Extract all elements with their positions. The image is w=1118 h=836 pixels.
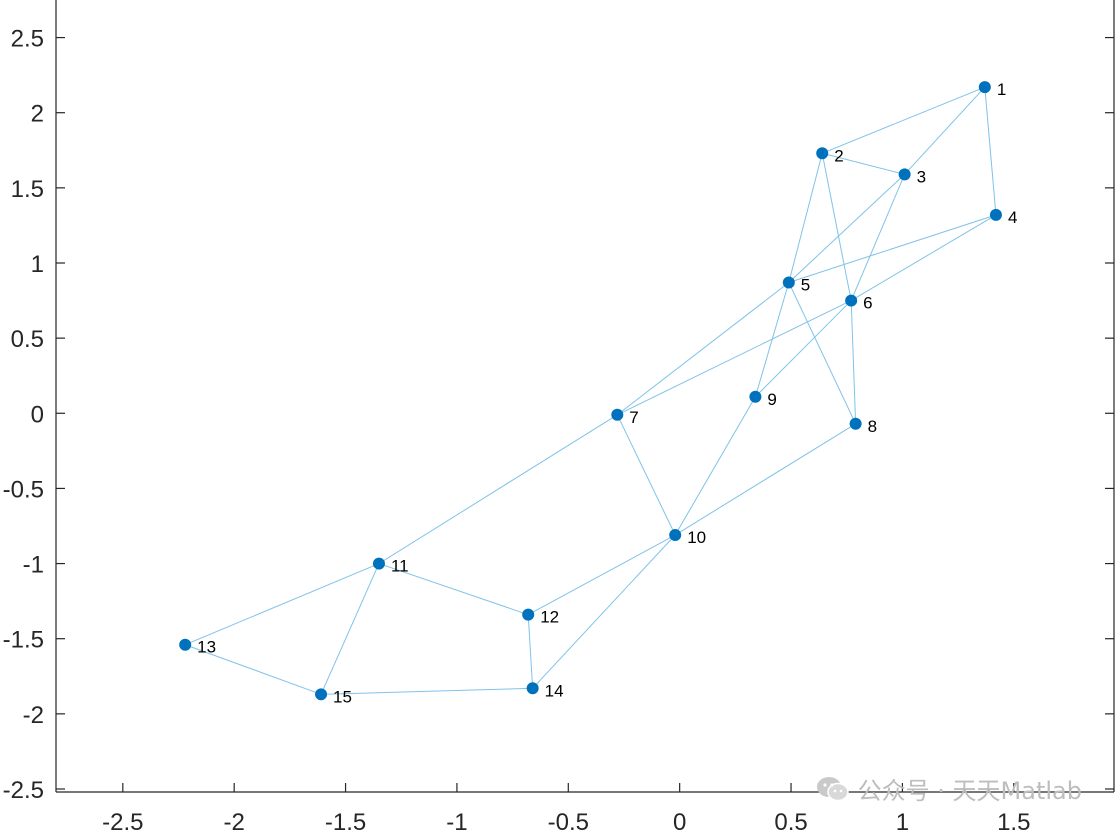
edge-2-6 <box>821 153 852 301</box>
node-13 <box>179 638 192 651</box>
node-6 <box>845 294 858 307</box>
node-5 <box>782 276 795 289</box>
node-label-15: 15 <box>333 687 352 706</box>
node-label-10: 10 <box>687 528 706 547</box>
node-2 <box>816 147 829 160</box>
y-tick-label: -2.5 <box>3 777 44 804</box>
y-tick-label: 0.5 <box>11 326 44 353</box>
node-8 <box>849 417 862 430</box>
node-label-9: 9 <box>767 390 776 409</box>
edge-5-7 <box>616 282 790 416</box>
edges-layer <box>184 86 997 695</box>
node-1 <box>978 81 991 94</box>
y-tick-label: 1.5 <box>11 176 44 203</box>
nodes-layer <box>179 81 1002 701</box>
x-tick-label: -2.5 <box>102 809 143 836</box>
edge-6-7 <box>617 300 852 416</box>
edge-13-15 <box>185 644 322 695</box>
node-label-7: 7 <box>629 408 638 427</box>
edge-9-10 <box>674 396 756 536</box>
node-label-14: 14 <box>545 681 564 700</box>
node-label-2: 2 <box>834 146 843 165</box>
node-label-11: 11 <box>391 557 409 576</box>
edge-14-15 <box>321 687 533 695</box>
edge-8-10 <box>674 423 856 536</box>
edge-10-14 <box>532 534 676 689</box>
node-label-3: 3 <box>917 167 926 186</box>
edge-3-6 <box>850 174 906 301</box>
y-tick-label: -1 <box>23 552 44 579</box>
node-7 <box>611 408 624 421</box>
node-label-5: 5 <box>801 276 810 295</box>
node-14 <box>526 682 539 695</box>
node-label-4: 4 <box>1008 208 1017 227</box>
edge-6-9 <box>755 300 852 398</box>
y-tick-label: -2 <box>23 702 44 729</box>
axes: -2.5 -2 -1.5 -1 -0.5 0 0.5 1 1.5 2.5 2 1.5 1 0.5 0 -0.5… <box>3 0 1115 836</box>
y-tick-label: 1 <box>31 251 44 278</box>
node-label-8: 8 <box>868 417 877 436</box>
edge-11-12 <box>378 563 529 616</box>
edge-1-2 <box>822 86 986 154</box>
edge-6-8 <box>850 300 857 424</box>
y-tick-label: -1.5 <box>3 627 44 654</box>
x-tick-label: 1 <box>896 809 909 836</box>
edge-4-5 <box>788 214 997 284</box>
edge-4-6 <box>850 214 997 301</box>
edge-5-8 <box>788 282 857 425</box>
edge-3-5 <box>788 173 905 283</box>
node-12 <box>522 608 535 621</box>
y-tick-label: 0 <box>31 401 44 428</box>
node-11 <box>372 557 385 570</box>
x-tick-label: 0 <box>673 809 686 836</box>
x-tick-label: -1.5 <box>325 809 366 836</box>
edge-7-10 <box>616 414 676 536</box>
node-9 <box>749 390 762 403</box>
x-tick-label: -2 <box>224 809 245 836</box>
edge-11-13 <box>184 563 380 646</box>
node-3 <box>898 168 911 181</box>
node-10 <box>669 529 682 542</box>
x-tick-label: 0.5 <box>774 809 807 836</box>
y-tick-label: 2 <box>31 101 44 128</box>
edge-2-3 <box>822 152 905 175</box>
x-tick-label: 1.5 <box>997 809 1030 836</box>
watermark: 公众号 · 天天Matlab <box>816 771 1082 806</box>
watermark-text: 公众号 · 天天Matlab <box>857 777 1082 805</box>
node-label-13: 13 <box>197 638 216 657</box>
edge-7-11 <box>378 414 618 564</box>
node-label-1: 1 <box>997 80 1006 99</box>
edge-1-4 <box>984 87 997 215</box>
y-tick-label: 2.5 <box>11 26 44 53</box>
node-label-12: 12 <box>540 608 559 627</box>
x-tick-label: -1 <box>446 809 467 836</box>
edge-10-12 <box>527 534 676 616</box>
edge-1-3 <box>904 86 986 175</box>
wechat-icon <box>816 776 849 801</box>
node-15 <box>315 688 328 701</box>
x-tick-label: -0.5 <box>548 809 589 836</box>
edge-11-15 <box>320 563 380 695</box>
node-4 <box>989 208 1002 221</box>
y-tick-label: -0.5 <box>3 476 44 503</box>
node-label-6: 6 <box>863 294 872 313</box>
edge-12-14 <box>527 614 534 689</box>
edge-2-5 <box>788 153 823 283</box>
